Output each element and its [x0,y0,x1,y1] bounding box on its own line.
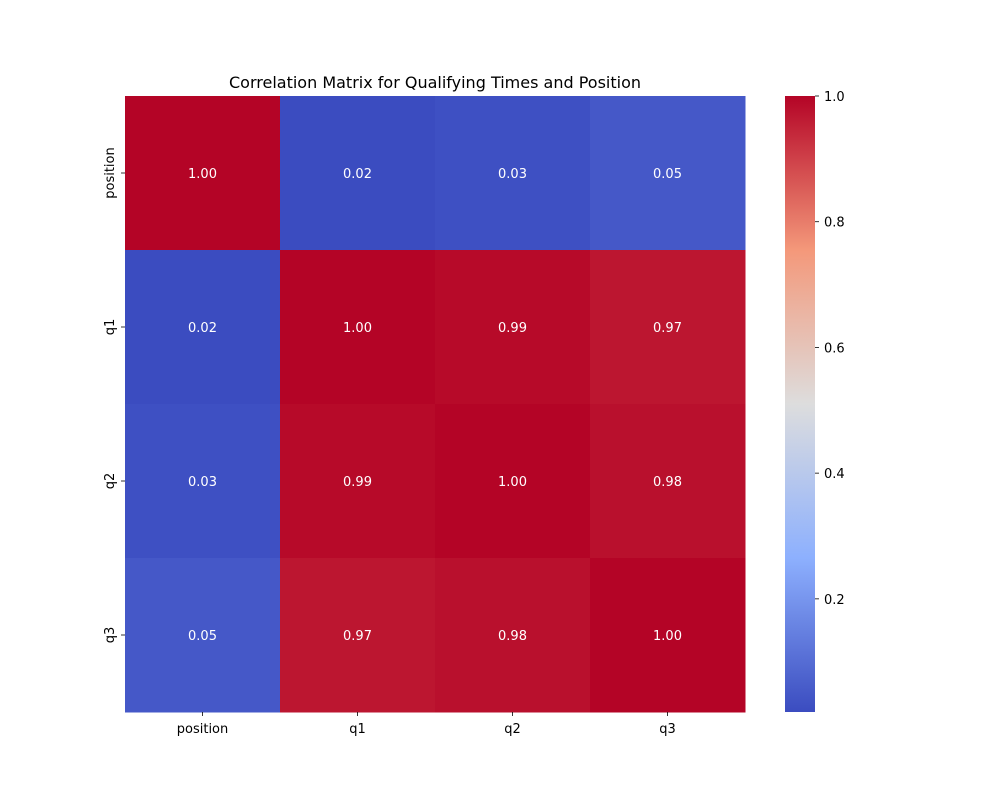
x-axis: position q1 q2 q3 [177,712,676,737]
colorbar-tick-label: 0.4 [824,467,845,482]
x-tick-label: q3 [659,722,676,737]
cell-value-label: 1.00 [498,475,527,490]
cell-value-label: 0.05 [653,167,682,182]
y-axis: position q1 q2 q3 [103,147,125,643]
heatmap-cell-q3-q1 [280,558,436,713]
cell-value-label: 0.03 [188,475,217,490]
heatmap-cells [125,96,746,713]
x-tick-label: q1 [349,722,366,737]
heatmap-cell-position-q2 [435,96,591,251]
heatmap-cell-q1-position [125,250,281,405]
cell-value-label: 0.98 [653,475,682,490]
colorbar-tick-label: 0.8 [824,216,845,231]
chart-title: Correlation Matrix for Qualifying Times … [229,73,641,92]
y-tick-label: position [103,147,118,199]
heatmap-cell-labels: 1.00 0.02 0.03 0.05 0.02 1.00 0.99 0.97 0.03 0.99… [188,167,682,644]
heatmap-cell-position-q1 [280,96,436,251]
colorbar-gradient [785,96,815,712]
heatmap-cell-q1-q2 [435,250,591,405]
cell-value-label: 0.98 [498,629,527,644]
cell-value-label: 0.03 [498,167,527,182]
heatmap-cell-q3-q2 [435,558,591,713]
cell-value-label: 1.00 [188,167,217,182]
cell-value-label: 0.02 [188,321,217,336]
heatmap-cell-position-position [125,96,281,251]
y-tick-label: q3 [103,627,118,644]
heatmap-cell-q2-q2 [435,404,591,559]
cell-value-label: 1.00 [343,321,372,336]
cell-value-label: 1.00 [653,629,682,644]
heatmap-cell-position-q3 [590,96,746,251]
x-tick-label: position [177,722,229,737]
cell-value-label: 0.02 [343,167,372,182]
cell-value-label: 0.97 [653,321,682,336]
cell-value-label: 0.99 [343,475,372,490]
heatmap-cell-q1-q1 [280,250,436,405]
heatmap-cell-q1-q3 [590,250,746,405]
colorbar-tick-label: 0.6 [824,341,845,356]
heatmap-cell-q2-position [125,404,281,559]
heatmap-cell-q2-q1 [280,404,436,559]
heatmap-cell-q2-q3 [590,404,746,559]
colorbar-tick-label: 0.2 [824,593,845,608]
heatmap-cell-q3-q3 [590,558,746,713]
x-tick-label: q2 [504,722,521,737]
y-tick-label: q2 [103,473,118,490]
colorbar-tick-label: 1.0 [824,90,845,105]
colorbar: 0.2 0.4 0.6 0.8 1.0 [785,90,845,712]
heatmap-cell-q3-position [125,558,281,713]
cell-value-label: 0.05 [188,629,217,644]
y-tick-label: q1 [103,319,118,336]
cell-value-label: 0.99 [498,321,527,336]
cell-value-label: 0.97 [343,629,372,644]
